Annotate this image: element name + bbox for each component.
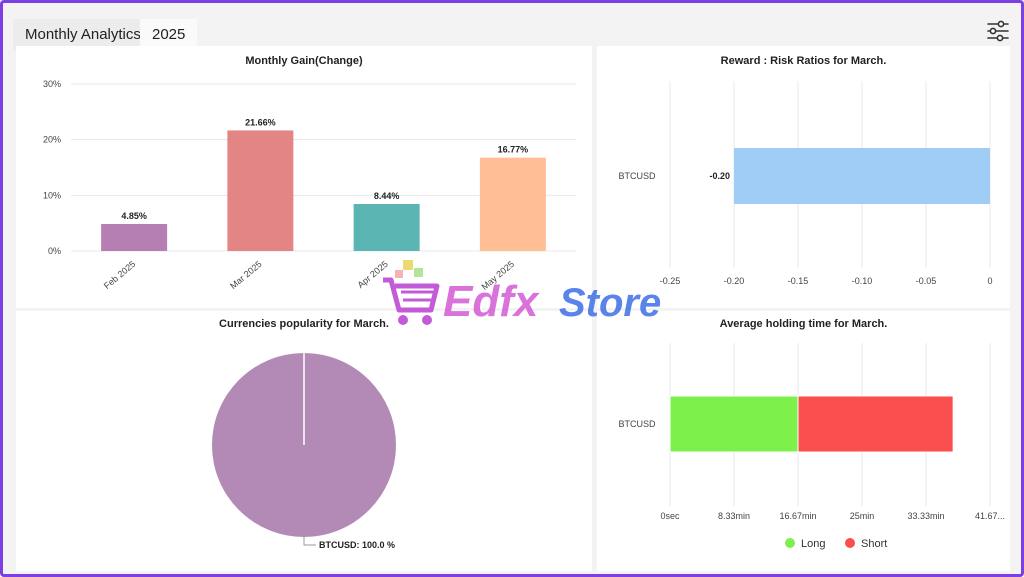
bar: [734, 148, 990, 204]
x-tick-label: 25min: [850, 511, 875, 521]
x-tick-label: Feb 2025: [102, 259, 138, 291]
x-tick-label: -0.10: [852, 276, 873, 286]
holding-time-panel: Average holding time for March. 0sec 8.33…: [597, 311, 1010, 571]
currencies-panel: Currencies popularity for March. BTCUSD:…: [16, 311, 592, 571]
monthly-gain-chart: 0% 10% 20% 30% 4.85% Feb 2025 21.66% Mar 2025 8.…: [43, 79, 576, 292]
reward-risk-chart: -0.25 -0.20 -0.15 -0.10 -0.05 0 -0.20 BTCUSD: [618, 81, 993, 286]
y-tick-label: 30%: [43, 79, 61, 89]
x-tick-label: -0.20: [724, 276, 745, 286]
reward-risk-panel: Reward : Risk Ratios for March. -0.25 -0.…: [597, 46, 1010, 308]
tab-monthly-analytics[interactable]: Monthly Analytics: [13, 19, 153, 51]
y-tick-label: 10%: [43, 190, 61, 200]
x-tick-label: 0: [987, 276, 992, 286]
y-tick-label: BTCUSD: [618, 171, 656, 181]
x-tick-label: Apr 2025: [355, 259, 389, 290]
x-tick-label: 0sec: [660, 511, 680, 521]
bar: [227, 130, 294, 251]
bar-value-label: 8.44%: [374, 191, 400, 201]
x-tick-label: -0.25: [660, 276, 681, 286]
x-tick-label: 33.33min: [907, 511, 944, 521]
legend-marker: [785, 538, 795, 548]
bar-value-label: -0.20: [709, 171, 730, 181]
pie-label-connector: [303, 537, 316, 546]
tab-year-2025[interactable]: 2025: [140, 19, 198, 51]
y-tick-label: BTCUSD: [618, 419, 656, 429]
sliders-icon[interactable]: [985, 18, 1011, 44]
legend-label: Short: [861, 538, 887, 550]
legend-marker: [845, 538, 855, 548]
x-tick-label: Mar 2025: [228, 259, 264, 291]
y-tick-label: 0%: [48, 246, 61, 256]
legend-label: Long: [801, 538, 825, 550]
chart-title: Monthly Gain(Change): [245, 55, 363, 67]
x-tick-label: -0.15: [788, 276, 809, 286]
bar-value-label: 16.77%: [498, 145, 529, 155]
bar-value-label: 21.66%: [245, 117, 276, 127]
monthly-gain-panel: Monthly Gain(Change) 0% 10% 20% 30% 4.85% Feb…: [16, 46, 592, 308]
chart-title: Currencies popularity for March.: [219, 318, 389, 330]
pie-slice-label: BTCUSD: 100.0 %: [319, 540, 395, 550]
top-bar: Monthly Analytics 2025: [13, 13, 1013, 51]
x-tick-label: May 2025: [479, 259, 516, 292]
chart-title: Average holding time for March.: [719, 318, 888, 330]
x-tick-label: -0.05: [916, 276, 937, 286]
x-tick-label: 41.67...: [975, 511, 1005, 521]
chart-title: Reward : Risk Ratios for March.: [720, 55, 887, 67]
x-tick-label: 16.67min: [779, 511, 816, 521]
bar-value-label: 4.85%: [121, 211, 147, 221]
bar: [479, 157, 546, 251]
holding-time-chart: 0sec 8.33min 16.67min 25min 33.33min 41.67...…: [618, 343, 1005, 550]
currencies-pie-chart: BTCUSD: 100.0 %: [212, 353, 396, 550]
bar: [353, 204, 420, 251]
bar: [101, 224, 168, 251]
y-tick-label: 20%: [43, 135, 61, 145]
x-tick-label: 8.33min: [718, 511, 750, 521]
bar-segment: [669, 395, 799, 453]
bar-segment: [797, 395, 954, 453]
